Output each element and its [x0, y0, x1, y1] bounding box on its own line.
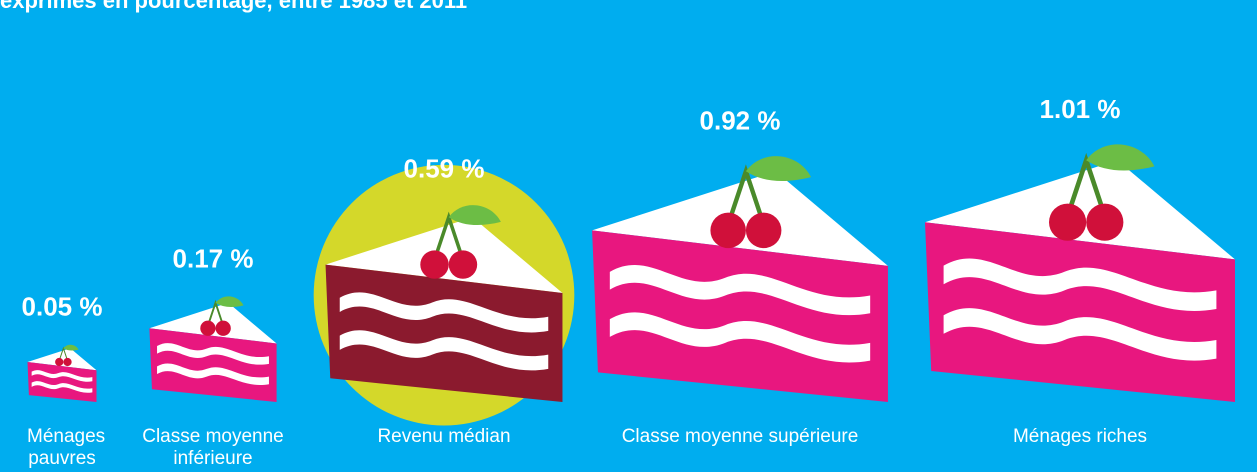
cake-cream: [157, 343, 269, 365]
cherry-leaf: [448, 205, 501, 226]
category-label: Ménages riches: [1012, 426, 1148, 447]
cherry: [710, 212, 746, 249]
cake: [325, 205, 563, 402]
cherry: [1086, 203, 1124, 241]
cherry-stem: [1065, 152, 1108, 217]
cherry: [55, 357, 64, 367]
category-label: Ménages pauvres: [27, 426, 106, 469]
value-label: 0.17 %: [173, 244, 254, 274]
value-label: 0.92 %: [700, 105, 781, 135]
cherry-stem: [432, 211, 465, 261]
cake-cream: [609, 265, 871, 316]
cake: [592, 156, 888, 402]
cake: [27, 344, 97, 402]
cake-cream: [943, 258, 1217, 312]
category-label: Classe moyenne supérieure: [621, 426, 859, 447]
cake: [925, 144, 1235, 402]
cherry-leaf: [215, 296, 244, 308]
cherry: [420, 250, 449, 279]
subtitle: exprimés en pourcentage, entre 1985 et 2…: [0, 0, 468, 13]
cherry: [448, 250, 478, 279]
cake-cream: [943, 308, 1217, 361]
cherry: [1049, 203, 1087, 241]
cake-cream: [339, 292, 549, 333]
category-label: Revenu médian: [377, 426, 511, 447]
cherry-leaf: [745, 156, 812, 182]
cake-cream: [339, 330, 549, 371]
cherry: [200, 320, 216, 336]
cherry: [63, 357, 72, 367]
cherry-leaf: [1086, 144, 1155, 171]
cherry: [745, 212, 782, 249]
cake-cream: [609, 312, 871, 363]
value-label: 0.59 %: [404, 154, 485, 184]
category-label: Classe moyenne inférieure: [142, 426, 284, 469]
cherry-leaf: [63, 344, 79, 351]
cake: [149, 296, 277, 402]
cherry: [215, 320, 231, 336]
cake-cream: [157, 363, 269, 386]
value-label: 0.05 %: [22, 291, 103, 321]
cake-cream: [31, 370, 93, 382]
cake-cream: [31, 381, 93, 393]
value-label: 1.01 %: [1040, 94, 1121, 124]
